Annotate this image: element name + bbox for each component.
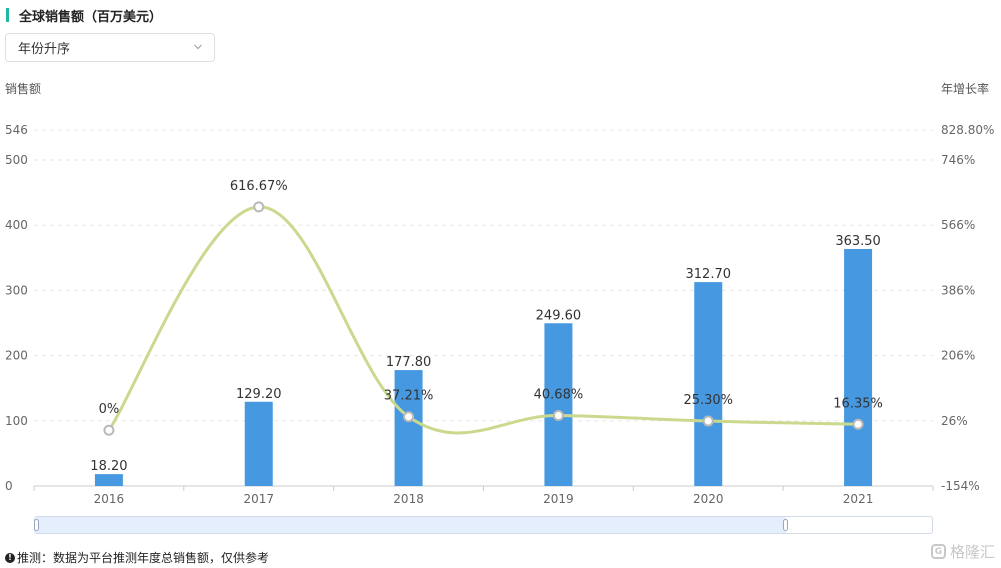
bar-value-label: 177.80	[386, 355, 432, 370]
bar-sales	[694, 282, 723, 486]
bar-sales	[544, 323, 573, 486]
right-axis-tick-label: 828.80%	[941, 123, 994, 137]
growth-rate-label: 616.67%	[230, 179, 288, 194]
left-axis-tick-label: 300	[5, 283, 28, 297]
growth-rate-label: 37.21%	[384, 389, 434, 404]
chart-header: 全球销售额（百万美元）	[6, 6, 163, 25]
left-axis-tick-label: 100	[5, 414, 28, 428]
chart-title: 全球销售额（百万美元）	[19, 9, 163, 25]
growth-rate-label: 16.35%	[833, 396, 883, 411]
title-accent-bar	[6, 8, 9, 22]
x-axis-tick-label: 2017	[243, 492, 274, 506]
bar-sales	[844, 248, 873, 486]
growth-rate-point	[552, 409, 564, 421]
growth-rate-point	[403, 411, 415, 423]
growth-rate-label: 40.68%	[534, 387, 584, 402]
bar-sales	[94, 474, 123, 486]
sales-growth-chart: 0 100 200 300 400 500 546 -154% 26% 206% 386% 566% 7…	[5, 123, 994, 506]
bar-sales	[244, 401, 273, 486]
x-axis-tick-label: 2021	[843, 492, 874, 506]
left-axis-tick-label: 0	[5, 479, 13, 493]
left-axis-tick-label: 400	[5, 218, 28, 232]
left-axis-tick-label: 500	[5, 153, 28, 167]
range-slider-right-handle[interactable]	[783, 519, 788, 531]
right-axis-tick-label: 746%	[941, 153, 975, 167]
sort-order-select[interactable]: 年份升序	[5, 33, 215, 62]
left-axis-title: 销售额	[5, 82, 42, 96]
x-axis-tick-label: 2016	[94, 492, 125, 506]
range-slider[interactable]	[34, 516, 933, 534]
watermark: G 格隆汇	[930, 541, 995, 562]
bar-value-label: 312.70	[686, 267, 732, 282]
growth-rate-point	[253, 201, 265, 213]
x-axis-tick-label: 2020	[693, 492, 724, 506]
growth-rate-point	[702, 415, 714, 427]
right-axis-title: 年增长率	[941, 82, 990, 96]
info-icon: !	[5, 552, 15, 563]
right-axis-tick-label: 566%	[941, 218, 975, 232]
right-axis-tick-label: 206%	[941, 349, 975, 363]
chevron-down-icon	[194, 44, 202, 50]
bar-value-label: 363.50	[835, 234, 881, 249]
range-slider-left-handle[interactable]	[34, 519, 39, 531]
growth-rate-point	[852, 418, 864, 430]
watermark-logo-icon: G	[930, 544, 946, 559]
right-axis-tick-label: 386%	[941, 283, 975, 297]
footnote: ! 推测：数据为平台推测年度总销售额，仅供参考	[5, 549, 269, 566]
sort-order-value: 年份升序	[18, 42, 71, 57]
range-slider-selection	[35, 517, 786, 533]
left-axis-tick-label: 546	[5, 123, 28, 137]
bar-sales	[394, 370, 423, 486]
watermark-text: 格隆汇	[949, 543, 995, 561]
growth-rate-line	[107, 205, 859, 435]
bar-value-label: 129.20	[236, 387, 282, 402]
growth-rate-point	[103, 424, 115, 436]
growth-rate-label: 25.30%	[683, 393, 733, 408]
right-axis-tick-label: -154%	[941, 479, 980, 493]
x-axis-tick-label: 2018	[393, 492, 424, 506]
right-axis-tick-label: 26%	[941, 414, 968, 428]
growth-rate-label: 0%	[99, 402, 120, 417]
bar-value-label: 249.60	[536, 308, 582, 323]
footnote-text: 推测：数据为平台推测年度总销售额，仅供参考	[17, 551, 270, 565]
left-axis-tick-label: 200	[5, 349, 28, 363]
bar-value-label: 18.20	[90, 459, 127, 474]
x-axis-tick-label: 2019	[543, 492, 574, 506]
